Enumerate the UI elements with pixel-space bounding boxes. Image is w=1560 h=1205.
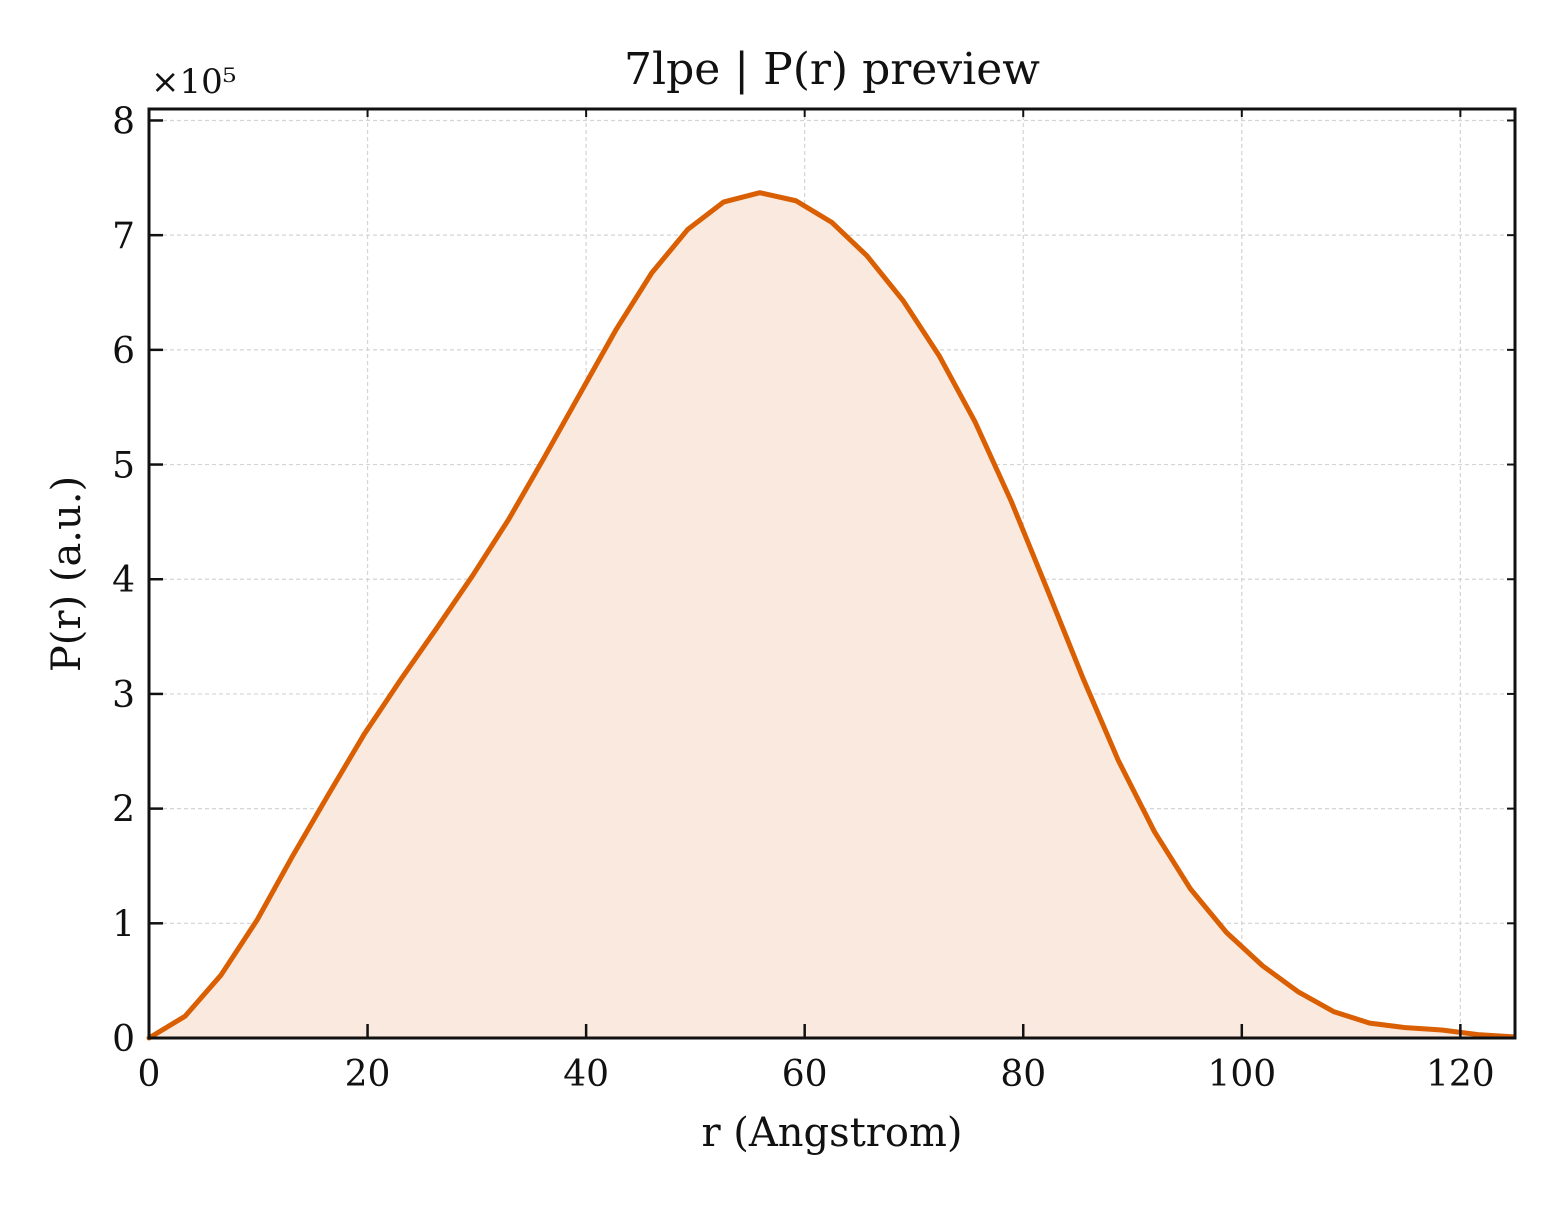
- plot-frame: [147, 107, 1517, 1040]
- y-axis-label: P(r) (a.u.): [44, 476, 90, 672]
- area-layer: [149, 192, 1514, 1039]
- chart-title: 7lpe | P(r) preview: [624, 44, 1040, 95]
- x-tick-label: 100: [1207, 1054, 1276, 1095]
- y-tick-label: 3: [112, 675, 135, 716]
- x-tick-label: 0: [138, 1054, 161, 1095]
- y-axis-multiplier: ×10⁵: [151, 62, 236, 102]
- y-tick-label: 1: [112, 904, 135, 945]
- x-tick-label: 80: [1000, 1054, 1046, 1095]
- y-tick-label: 4: [112, 560, 135, 601]
- y-tick-label: 5: [112, 446, 135, 487]
- series-area-fill: [149, 192, 1514, 1039]
- x-tick-label: 120: [1426, 1054, 1495, 1095]
- y-tick-label: 7: [112, 216, 135, 257]
- y-tick-label: 6: [112, 331, 135, 372]
- x-tick-label: 40: [563, 1054, 609, 1095]
- y-tick-label: 2: [112, 790, 135, 831]
- x-tick-label: 60: [782, 1054, 828, 1095]
- x-axis-label: r (Angstrom): [701, 1110, 962, 1156]
- series-line: [146, 190, 1517, 1041]
- x-tick-label: 20: [345, 1054, 391, 1095]
- y-tick-label: 8: [112, 101, 135, 142]
- line-layer: [146, 190, 1517, 1041]
- tick-layer: 0 20 40 60 80 100 120 0 1 2 3 4 5 6 7 8: [112, 101, 1515, 1095]
- y-tick-label: 0: [112, 1019, 135, 1060]
